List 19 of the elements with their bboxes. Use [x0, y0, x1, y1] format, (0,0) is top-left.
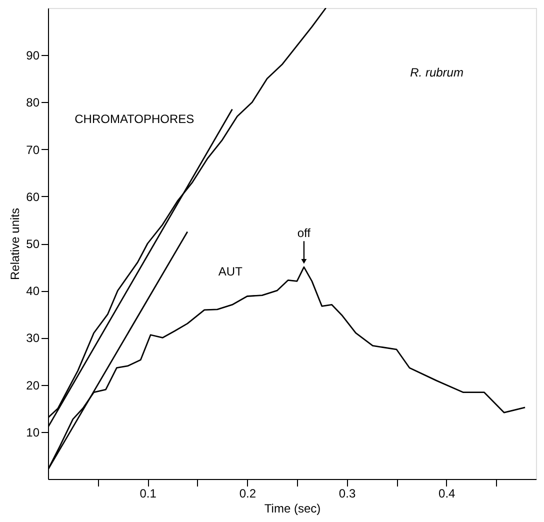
y-tick-label: 30 [26, 331, 40, 346]
y-axis-title: Relative units [8, 208, 22, 280]
annotation: AUT [218, 264, 244, 278]
y-tick-label: 10 [26, 425, 40, 440]
annotation: off [297, 226, 312, 240]
x-tick-label: 0.4 [438, 486, 456, 500]
y-tick-label: 70 [26, 142, 40, 157]
x-axis-title: Time (sec) [264, 502, 321, 516]
y-tick-label: 20 [26, 378, 40, 392]
x-tick-label: 0.1 [140, 486, 157, 500]
annotation: R. rubrum [410, 66, 464, 80]
y-tick-label: 40 [26, 284, 40, 298]
annotation: CHROMATOPHORES [74, 112, 194, 126]
x-tick-label: 0.2 [239, 486, 256, 500]
y-tick-label: 90 [26, 48, 40, 63]
y-tick-label: 80 [26, 96, 40, 110]
y-tick-label: 60 [26, 190, 40, 204]
x-tick-label: 0.3 [338, 486, 356, 500]
y-tick-label: 50 [26, 237, 40, 251]
